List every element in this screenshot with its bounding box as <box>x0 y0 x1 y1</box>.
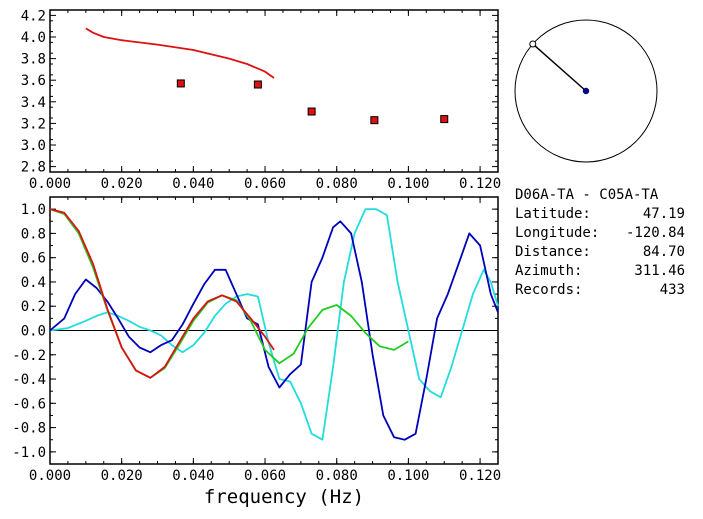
x-tick-label: 0.040 <box>172 176 214 192</box>
info-label: Records: <box>515 282 583 298</box>
azimuth-needle <box>532 43 587 92</box>
correlation-chart: 0.000 0.020 0.040 0.060 0.080 0.100 0.120 1.0 0.… <box>12 196 501 508</box>
measurement-point <box>307 107 316 116</box>
x-tick-label: 0.000 <box>29 176 71 192</box>
info-row-longitude: Longitude: -120.84 <box>515 224 685 243</box>
x-tick-label: 0.080 <box>316 176 358 192</box>
info-value: 47.19 <box>642 206 685 222</box>
y-tick-label: -0.4 <box>12 372 46 388</box>
y-tick-label: 0.2 <box>21 299 46 315</box>
y-tick-label: -0.6 <box>12 396 46 412</box>
y-tick-label: -0.2 <box>12 348 46 364</box>
dispersion-curve-series <box>85 27 275 79</box>
info-label: Distance: <box>515 244 591 260</box>
info-label: Latitude: <box>515 206 591 222</box>
measurement-point <box>440 115 449 124</box>
y-tick-label: 3.0 <box>21 138 46 154</box>
y-tick-label: 1.0 <box>21 202 46 218</box>
info-label: Azimuth: <box>515 263 583 279</box>
x-tick-label: 0.000 <box>29 468 71 484</box>
measurement-point <box>370 116 379 125</box>
azimuth-dial <box>514 19 658 163</box>
x-tick-label: 0.020 <box>101 468 143 484</box>
station-pair-title: D06A-TA - C05A-TA <box>515 187 659 203</box>
plot-frame <box>49 9 499 173</box>
x-tick-label: 0.020 <box>101 176 143 192</box>
info-value: 433 <box>659 282 685 298</box>
center-marker <box>582 87 590 95</box>
x-tick-label: 0.120 <box>459 468 501 484</box>
x-tick-label: 0.040 <box>172 468 214 484</box>
info-value: 84.70 <box>642 244 685 260</box>
red-series <box>49 208 275 379</box>
phase-velocity-chart: 0.000 0.020 0.040 0.060 0.080 0.100 0.120 2.8 3.… <box>21 8 501 192</box>
station-info-panel: D06A-TA - C05A-TA Latitude: 47.19 Longitu… <box>515 186 685 300</box>
x-tick-label: 0.100 <box>387 468 429 484</box>
y-tick-label: 0.4 <box>21 275 46 291</box>
y-tick-label: 2.8 <box>21 160 46 176</box>
x-tick-label: 0.120 <box>459 176 501 192</box>
info-row-distance: Distance: 84.70 <box>515 243 685 262</box>
x-axis-label: frequency (Hz) <box>204 486 364 508</box>
x-tick-label: 0.060 <box>244 176 286 192</box>
info-row-latitude: Latitude: 47.19 <box>515 205 685 224</box>
measurement-point <box>176 79 185 88</box>
blue-series <box>49 220 499 441</box>
y-tick-label: 3.8 <box>21 52 46 68</box>
info-value: 311.46 <box>634 263 685 279</box>
measurement-point <box>253 80 262 89</box>
x-tick-label: 0.060 <box>244 468 286 484</box>
info-value: -120.84 <box>625 225 685 241</box>
y-tick-label: 0.6 <box>21 251 46 267</box>
info-row-azimuth: Azimuth: 311.46 <box>515 262 685 281</box>
y-tick-label: 3.2 <box>21 116 46 132</box>
y-tick-label: 3.6 <box>21 73 46 89</box>
station-marker <box>529 40 537 48</box>
y-tick-label: 0.8 <box>21 226 46 242</box>
cyan-series <box>49 208 499 441</box>
info-label: Longitude: <box>515 225 600 241</box>
info-row-records: Records: 433 <box>515 281 685 300</box>
x-tick-label: 0.080 <box>316 468 358 484</box>
y-tick-label: -0.8 <box>12 421 46 437</box>
x-tick-label: 0.100 <box>387 176 429 192</box>
y-tick-label: 3.4 <box>21 95 46 111</box>
y-tick-label: 4.0 <box>21 30 46 46</box>
y-tick-label: 0.0 <box>21 324 46 340</box>
dial-circle <box>514 19 658 163</box>
y-tick-label: -1.0 <box>12 445 46 461</box>
y-tick-label: 4.2 <box>21 8 46 24</box>
